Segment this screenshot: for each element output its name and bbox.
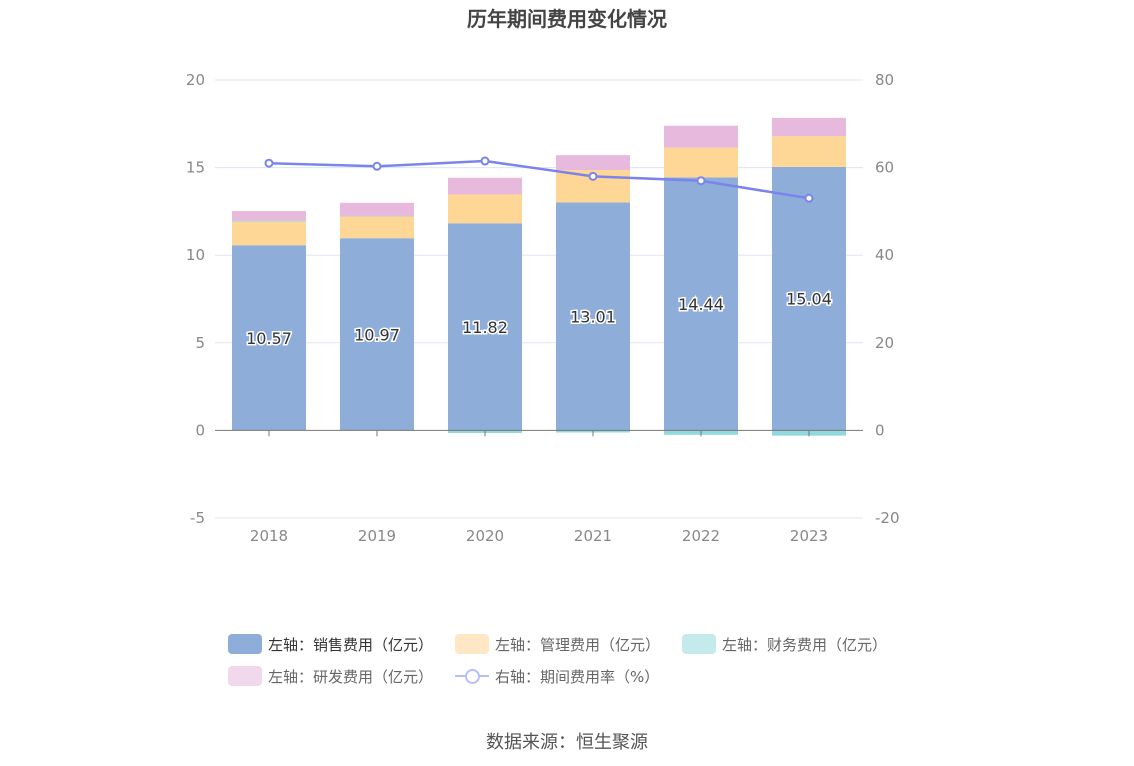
- expense-ratio-point: [696, 176, 706, 186]
- bar-segment: [232, 221, 306, 246]
- legend-swatch-sales: [228, 634, 262, 654]
- bar-segment: [232, 245, 306, 431]
- bar-data-label: 10.57: [246, 329, 292, 348]
- bar-segment: [340, 216, 414, 239]
- bar-data-label: 10.97: [354, 325, 400, 344]
- bar-segment: [340, 202, 414, 216]
- bar-segment: [556, 155, 630, 171]
- bar-data-label: 15.04: [786, 290, 832, 309]
- legend-label-rnd: 左轴：研发费用（亿元）: [268, 667, 434, 686]
- expense-ratio-point: [804, 193, 814, 203]
- bar-segment: [448, 194, 522, 224]
- legend-swatch-expense-ratio: [455, 666, 490, 686]
- bar-segment: [664, 125, 738, 148]
- source-note: 数据来源：恒生聚源: [486, 732, 648, 753]
- bar-segment: [772, 166, 846, 431]
- bar-segment: [772, 117, 846, 137]
- bar-data-label: 11.82: [462, 318, 508, 337]
- y-right-tick-label: 80: [875, 71, 894, 89]
- expense-ratio-point: [372, 161, 382, 171]
- bar-data-label: 14.44: [678, 295, 724, 314]
- x-tick-label: 2018: [250, 527, 288, 545]
- x-tick-label: 2022: [682, 527, 720, 545]
- bar-segment: [232, 211, 306, 221]
- y-left-tick-label: 5: [195, 334, 205, 352]
- expense-ratio-point: [264, 158, 274, 168]
- x-tick-label: 2019: [358, 527, 396, 545]
- bar-segment: [448, 223, 522, 431]
- legend-item-admin[interactable]: 左轴：管理费用（亿元）: [455, 634, 660, 655]
- bar-segment: [664, 177, 738, 431]
- y-left-tick-label: 0: [195, 421, 205, 439]
- bar-segment: [772, 136, 846, 167]
- y-left-tick-label: 15: [186, 159, 205, 177]
- legend: 左轴：销售费用（亿元） 左轴：管理费用（亿元） 左轴：财务费用（亿元） 左轴：研…: [228, 628, 928, 692]
- legend-item-rnd[interactable]: 左轴：研发费用（亿元）: [228, 666, 433, 687]
- y-right-tick-label: 0: [875, 421, 885, 439]
- legend-label-admin: 左轴：管理费用（亿元）: [495, 635, 661, 654]
- bar-segment: [232, 220, 306, 222]
- bar-segment: [448, 177, 522, 195]
- legend-label-finance: 左轴：财务费用（亿元）: [722, 635, 888, 654]
- bar-segment: [340, 238, 414, 431]
- legend-label-sales: 左轴：销售费用（亿元）: [268, 635, 434, 654]
- legend-item-finance[interactable]: 左轴：财务费用（亿元）: [682, 634, 887, 655]
- y-right-tick-label: 40: [875, 246, 894, 264]
- legend-label-expense-ratio: 右轴：期间费用率（%）: [495, 667, 660, 686]
- y-left-tick-label: 10: [186, 246, 205, 264]
- legend-swatch-finance: [682, 634, 717, 654]
- bar-data-label: 13.01: [570, 307, 616, 326]
- expense-ratio-line: [268, 159, 810, 200]
- y-left-tick-label: 20: [186, 71, 205, 89]
- bar-segment: [664, 147, 738, 178]
- chart-title: 历年期间费用变化情况: [467, 7, 667, 31]
- bar-segment: [556, 202, 630, 431]
- y-right-tick-label: -20: [875, 509, 900, 527]
- y-right-tick-label: 60: [875, 159, 894, 177]
- expense-ratio-point: [480, 156, 490, 166]
- x-tick-label: 2021: [574, 527, 612, 545]
- legend-item-sales[interactable]: 左轴：销售费用（亿元）: [228, 634, 433, 655]
- y-left-tick-label: -5: [190, 509, 205, 527]
- legend-swatch-admin: [455, 634, 490, 654]
- x-tick-label: 2020: [466, 527, 504, 545]
- legend-swatch-rnd: [228, 666, 262, 686]
- legend-item-expense-ratio[interactable]: 右轴：期间费用率（%）: [455, 666, 659, 687]
- expense-ratio-point: [588, 171, 598, 181]
- x-tick-label: 2023: [790, 527, 828, 545]
- bar-segment: [340, 215, 414, 217]
- y-right-tick-label: 20: [875, 334, 894, 352]
